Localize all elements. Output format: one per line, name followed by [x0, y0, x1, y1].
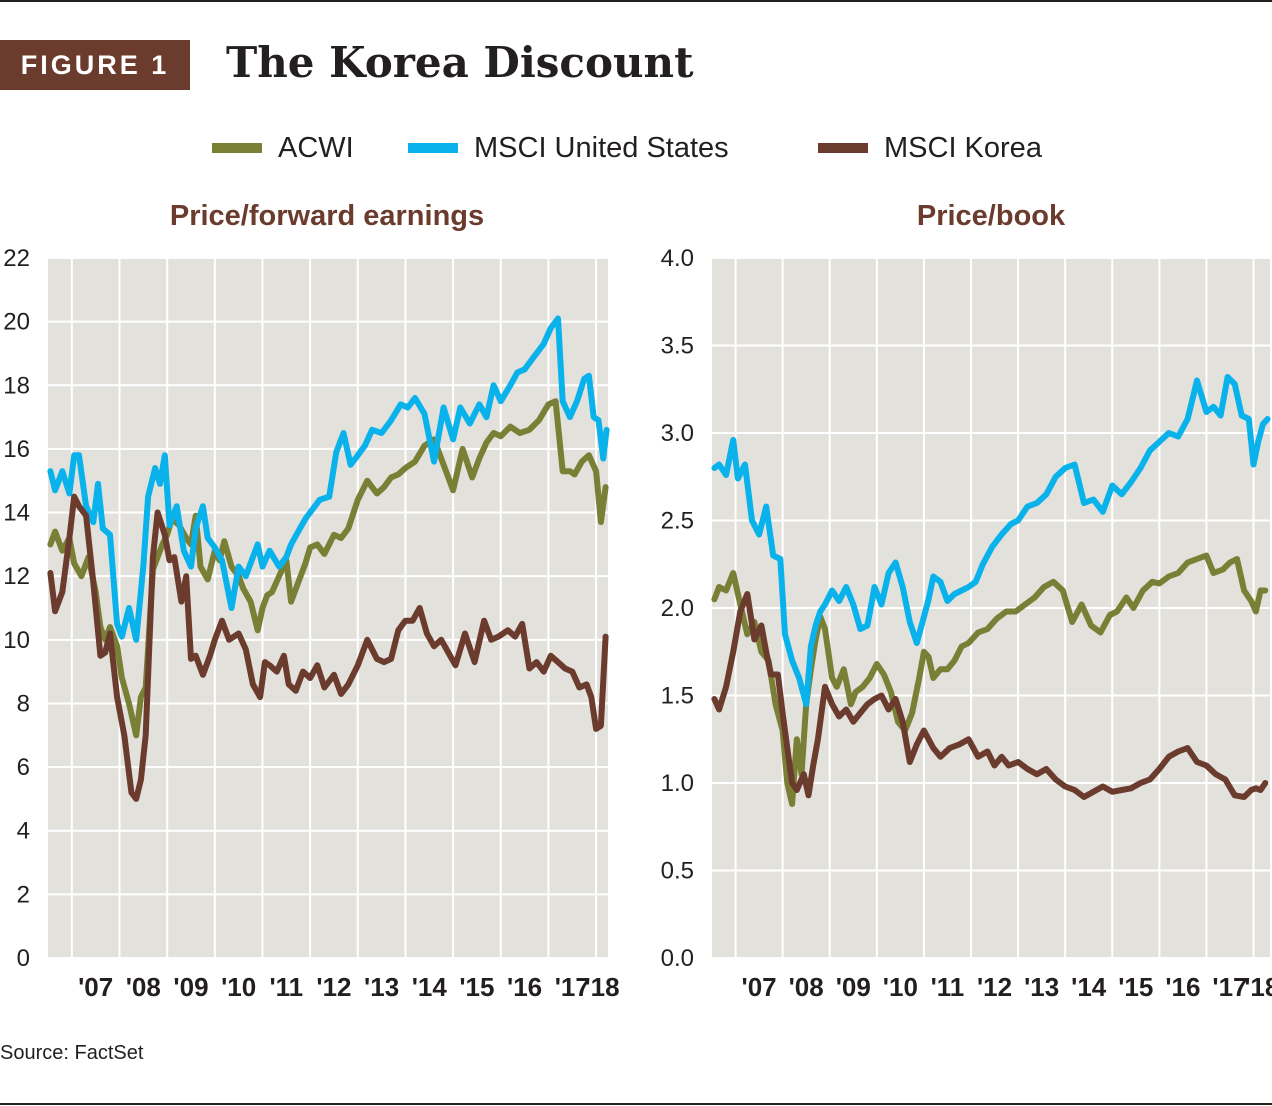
y-tick-label-pb: 0.0 — [661, 945, 694, 972]
legend: ACWI MSCI United States MSCI Korea — [0, 128, 1272, 168]
y-tick-label-pe: 14 — [3, 500, 30, 527]
source-note: Source: FactSet — [0, 1042, 144, 1064]
y-tick-label-pe: 22 — [3, 245, 30, 272]
series-line-acwi-pe — [47, 398, 609, 739]
figure-title: The Korea Discount — [226, 38, 694, 87]
y-tick-label-pe: 10 — [3, 627, 30, 654]
y-tick-label-pb: 2.5 — [661, 508, 694, 535]
x-tick-label-pe: '15 — [459, 972, 494, 1002]
series-line-korea-pe — [47, 493, 609, 802]
series-line-us-pe — [47, 315, 610, 643]
series-line-korea-pb — [711, 591, 1269, 800]
y-tick-label-pb: 1.0 — [661, 770, 694, 797]
y-tick-label-pe: 0 — [17, 945, 30, 972]
chart-pe: 0 2 4 6 8 10 12 14 16 18 20 22 '07 '08 '09 '10 '11 '12 '13… — [3, 245, 619, 1002]
x-tick-label-pb: '14 — [1071, 972, 1107, 1002]
legend-label-us: MSCI United States — [474, 131, 729, 164]
x-tick-label-pe: '10 — [221, 972, 256, 1002]
y-tick-label-pe: 18 — [3, 372, 30, 399]
x-tick-label-pb: '18 — [1244, 972, 1272, 1002]
legend-label-korea: MSCI Korea — [884, 131, 1042, 164]
x-tick-label-pb: '13 — [1024, 972, 1059, 1002]
y-tick-label-pe: 2 — [17, 881, 30, 908]
legend-item-us: MSCI United States — [408, 128, 729, 168]
legend-label-acwi: ACWI — [278, 131, 354, 164]
x-tick-label-pe: '18 — [584, 972, 619, 1002]
x-tick-label-pe: '07 — [78, 972, 113, 1002]
bottom-rule — [0, 1103, 1272, 1105]
legend-swatch-korea — [818, 143, 868, 153]
x-tick-label-pe: '13 — [364, 972, 399, 1002]
y-tick-label-pb: 3.5 — [661, 333, 694, 360]
x-tick-label-pe: '11 — [269, 972, 303, 1002]
series-line-us-pb — [711, 374, 1271, 708]
figure-label: FIGURE 1 — [20, 49, 170, 80]
x-tick-label-pb: '16 — [1165, 972, 1200, 1002]
x-tick-label-pb: '09 — [836, 972, 871, 1002]
x-tick-label-pb: '07 — [742, 972, 777, 1002]
y-tick-label-pe: 20 — [3, 309, 30, 336]
chart-title-pe: Price/forward earnings — [169, 200, 485, 232]
chart-pb: 0.0 0.5 1.0 1.5 2.0 2.5 3.0 3.5 4.0 '07 '08 '09 '10 '… — [661, 245, 1272, 1002]
chart-title-pb: Price/book — [916, 200, 1066, 232]
x-tick-label-pe: '17 — [555, 972, 590, 1002]
x-tick-label-pb: '12 — [977, 972, 1012, 1002]
y-tick-label-pe: 16 — [3, 436, 30, 463]
x-tick-label-pb: '08 — [789, 972, 824, 1002]
y-tick-label-pe: 6 — [17, 754, 30, 781]
x-tick-label-pb: '17 — [1212, 972, 1247, 1002]
x-tick-label-pb: '11 — [931, 972, 965, 1002]
legend-item-korea: MSCI Korea — [818, 128, 1042, 168]
series-line-acwi-pb — [711, 552, 1269, 807]
figure-badge: FIGURE 1 — [0, 40, 190, 90]
y-tick-label-pb: 4.0 — [661, 245, 694, 272]
y-tick-label-pb: 3.0 — [661, 420, 694, 447]
y-tick-label-pb: 2.0 — [661, 595, 694, 622]
y-tick-label-pe: 4 — [17, 818, 30, 845]
top-rule — [0, 0, 1272, 2]
x-tick-label-pe: '14 — [412, 972, 448, 1002]
x-tick-label-pb: '15 — [1118, 972, 1153, 1002]
x-tick-label-pe: '12 — [316, 972, 351, 1002]
y-tick-label-pb: 1.5 — [661, 683, 694, 710]
y-tick-label-pb: 0.5 — [661, 858, 694, 885]
x-tick-label-pe: '16 — [507, 972, 542, 1002]
y-tick-label-pe: 8 — [17, 690, 30, 717]
x-tick-label-pe: '09 — [173, 972, 208, 1002]
y-tick-label-pe: 12 — [3, 563, 30, 590]
legend-swatch-us — [408, 143, 458, 153]
x-tick-label-pb: '10 — [883, 972, 918, 1002]
x-tick-label-pe: '08 — [126, 972, 161, 1002]
legend-item-acwi: ACWI — [212, 128, 354, 168]
legend-swatch-acwi — [212, 143, 262, 153]
